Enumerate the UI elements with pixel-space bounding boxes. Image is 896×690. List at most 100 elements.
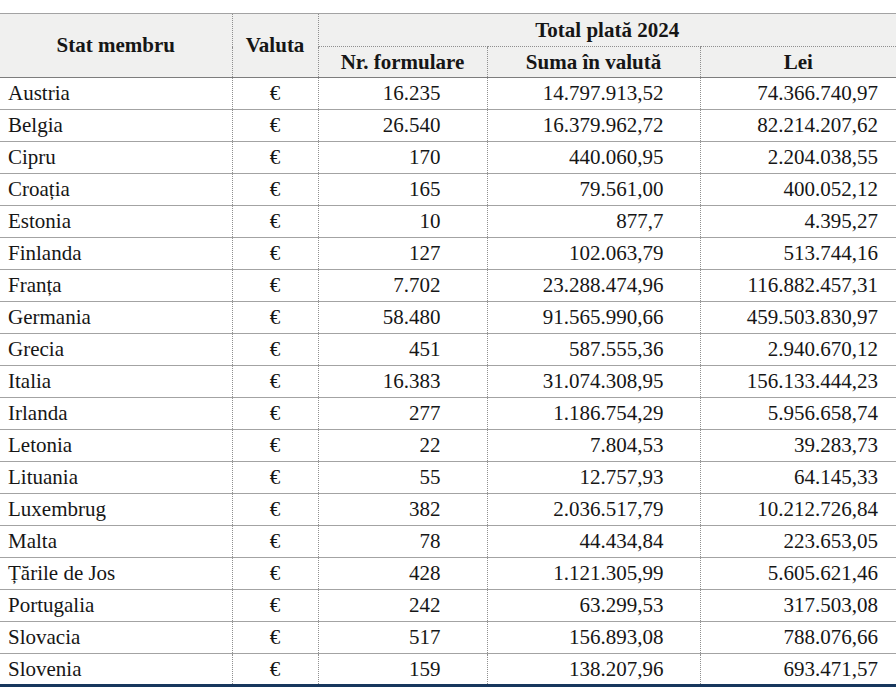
suma-valuta-cell: 14.797.913,52 [487, 78, 700, 110]
stat-membru-cell: Belgia [0, 110, 232, 142]
table-row: Cipru€170440.060,952.204.038,55 [0, 142, 896, 174]
valuta-cell: € [232, 526, 318, 558]
table-row: Grecia€451587.555,362.940.670,12 [0, 334, 896, 366]
nr-formulare-cell: 78 [318, 526, 487, 558]
stat-membru-cell: Irlanda [0, 398, 232, 430]
suma-valuta-cell: 102.063,79 [487, 238, 700, 270]
nr-formulare-cell: 7.702 [318, 270, 487, 302]
table-row: Croația€16579.561,00400.052,12 [0, 174, 896, 206]
nr-formulare-cell: 277 [318, 398, 487, 430]
nr-formulare-cell: 165 [318, 174, 487, 206]
stat-membru-cell: Estonia [0, 206, 232, 238]
col-header-suma-in-valuta: Suma în valută [487, 47, 700, 78]
lei-cell: 317.503,08 [700, 590, 896, 622]
lei-cell: 2.204.038,55 [700, 142, 896, 174]
nr-formulare-cell: 428 [318, 558, 487, 590]
table-row: Italia€16.38331.074.308,95156.133.444,23 [0, 366, 896, 398]
lei-cell: 223.653,05 [700, 526, 896, 558]
lei-cell: 74.366.740,97 [700, 78, 896, 110]
suma-valuta-cell: 1.121.305,99 [487, 558, 700, 590]
table-row: Luxembrug€3822.036.517,7910.212.726,84 [0, 494, 896, 526]
stat-membru-cell: Grecia [0, 334, 232, 366]
table-row: Irlanda€2771.186.754,295.956.658,74 [0, 398, 896, 430]
lei-cell: 116.882.457,31 [700, 270, 896, 302]
valuta-cell: € [232, 302, 318, 334]
table-row: Estonia€10877,74.395,27 [0, 206, 896, 238]
valuta-cell: € [232, 622, 318, 654]
suma-valuta-cell: 156.893,08 [487, 622, 700, 654]
table-header: Stat membru Valuta Total plată 2024 Nr. … [0, 14, 896, 78]
suma-valuta-cell: 440.060,95 [487, 142, 700, 174]
valuta-cell: € [232, 462, 318, 494]
valuta-cell: € [232, 654, 318, 686]
stat-membru-cell: Letonia [0, 430, 232, 462]
table-row: Țările de Jos€4281.121.305,995.605.621,4… [0, 558, 896, 590]
table-row: Slovenia€159138.207,96693.471,57 [0, 654, 896, 686]
valuta-cell: € [232, 78, 318, 110]
table-row: Franța€7.70223.288.474,96116.882.457,31 [0, 270, 896, 302]
stat-membru-cell: Lituania [0, 462, 232, 494]
stat-membru-cell: Luxembrug [0, 494, 232, 526]
table-row: Portugalia€24263.299,53317.503,08 [0, 590, 896, 622]
valuta-cell: € [232, 430, 318, 462]
header-row-top: Stat membru Valuta Total plată 2024 [0, 14, 896, 47]
nr-formulare-cell: 382 [318, 494, 487, 526]
nr-formulare-cell: 242 [318, 590, 487, 622]
lei-cell: 10.212.726,84 [700, 494, 896, 526]
suma-valuta-cell: 877,7 [487, 206, 700, 238]
col-header-total-plata-2024: Total plată 2024 [318, 14, 896, 47]
lei-cell: 693.471,57 [700, 654, 896, 686]
table-row: Finlanda€127102.063,79513.744,16 [0, 238, 896, 270]
suma-valuta-cell: 587.555,36 [487, 334, 700, 366]
valuta-cell: € [232, 142, 318, 174]
valuta-cell: € [232, 174, 318, 206]
suma-valuta-cell: 79.561,00 [487, 174, 700, 206]
stat-membru-cell: Portugalia [0, 590, 232, 622]
nr-formulare-cell: 127 [318, 238, 487, 270]
col-header-stat-membru: Stat membru [0, 14, 232, 78]
col-header-valuta: Valuta [232, 14, 318, 78]
stat-membru-cell: Cipru [0, 142, 232, 174]
valuta-cell: € [232, 366, 318, 398]
stat-membru-cell: Malta [0, 526, 232, 558]
payments-table: Stat membru Valuta Total plată 2024 Nr. … [0, 13, 896, 687]
stat-membru-cell: Țările de Jos [0, 558, 232, 590]
suma-valuta-cell: 23.288.474,96 [487, 270, 700, 302]
valuta-cell: € [232, 398, 318, 430]
stat-membru-cell: Germania [0, 302, 232, 334]
lei-cell: 513.744,16 [700, 238, 896, 270]
lei-cell: 64.145,33 [700, 462, 896, 494]
lei-cell: 459.503.830,97 [700, 302, 896, 334]
stat-membru-cell: Italia [0, 366, 232, 398]
suma-valuta-cell: 2.036.517,79 [487, 494, 700, 526]
table-body: Austria€16.23514.797.913,5274.366.740,97… [0, 78, 896, 686]
lei-cell: 2.940.670,12 [700, 334, 896, 366]
nr-formulare-cell: 55 [318, 462, 487, 494]
col-header-lei: Lei [700, 47, 896, 78]
lei-cell: 788.076,66 [700, 622, 896, 654]
suma-valuta-cell: 63.299,53 [487, 590, 700, 622]
nr-formulare-cell: 517 [318, 622, 487, 654]
nr-formulare-cell: 10 [318, 206, 487, 238]
stat-membru-cell: Finlanda [0, 238, 232, 270]
table-row: Malta€7844.434,84223.653,05 [0, 526, 896, 558]
stat-membru-cell: Slovenia [0, 654, 232, 686]
table-row: Letonia€227.804,5339.283,73 [0, 430, 896, 462]
nr-formulare-cell: 58.480 [318, 302, 487, 334]
lei-cell: 156.133.444,23 [700, 366, 896, 398]
stat-membru-cell: Slovacia [0, 622, 232, 654]
table-row: Austria€16.23514.797.913,5274.366.740,97 [0, 78, 896, 110]
nr-formulare-cell: 22 [318, 430, 487, 462]
document-page: Stat membru Valuta Total plată 2024 Nr. … [0, 0, 896, 687]
valuta-cell: € [232, 334, 318, 366]
suma-valuta-cell: 91.565.990,66 [487, 302, 700, 334]
lei-cell: 4.395,27 [700, 206, 896, 238]
valuta-cell: € [232, 558, 318, 590]
table-row: Slovacia€517156.893,08788.076,66 [0, 622, 896, 654]
suma-valuta-cell: 31.074.308,95 [487, 366, 700, 398]
valuta-cell: € [232, 238, 318, 270]
col-header-nr-formulare: Nr. formulare [318, 47, 487, 78]
suma-valuta-cell: 1.186.754,29 [487, 398, 700, 430]
stat-membru-cell: Austria [0, 78, 232, 110]
valuta-cell: € [232, 590, 318, 622]
